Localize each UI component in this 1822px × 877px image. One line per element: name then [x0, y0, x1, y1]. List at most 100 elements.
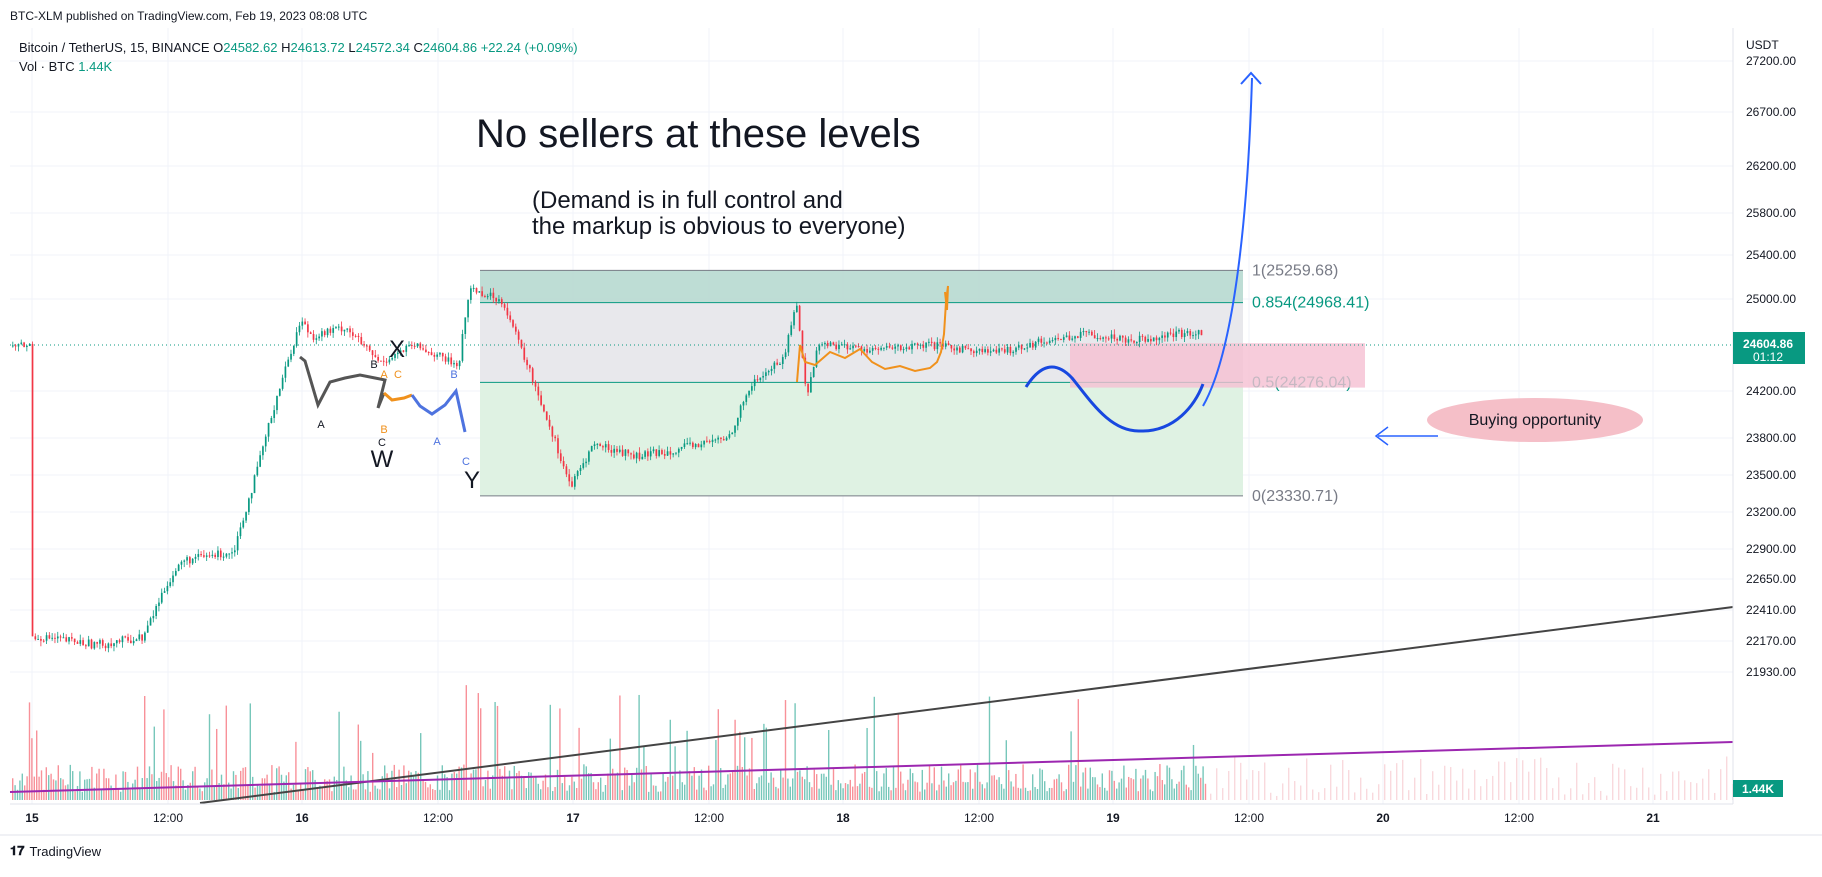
volume-bar: [621, 790, 623, 800]
wave-label: A: [317, 419, 325, 431]
candle-body: [214, 554, 217, 557]
tradingview-brand[interactable]: 𝟏𝟕 TradingView: [10, 843, 101, 859]
candle-body: [1200, 330, 1203, 336]
volume-bar: [760, 775, 763, 800]
candle-body: [1060, 339, 1062, 341]
volume-bar: [360, 740, 362, 800]
candle-body: [1186, 331, 1189, 334]
candle-body: [888, 346, 891, 348]
candle-body: [534, 381, 537, 387]
volume-bar: [602, 791, 604, 800]
candle-body: [1119, 335, 1121, 341]
candle-body: [1110, 334, 1113, 339]
y-tick-label: 22170.00: [1746, 634, 1796, 648]
volume-bar: [955, 780, 957, 800]
volume-bar-future: [1288, 767, 1290, 800]
candle-body: [520, 339, 523, 348]
volume-bar: [604, 785, 607, 800]
volume-bar: [237, 788, 239, 800]
volume-bar: [753, 788, 755, 800]
candle-body: [835, 344, 838, 350]
candle-body: [897, 345, 899, 347]
volume-badge: [1733, 780, 1783, 797]
volume-bar: [472, 769, 475, 800]
candle-body: [652, 449, 655, 452]
candle-body: [219, 550, 222, 558]
y-tick-label: 24200.00: [1746, 384, 1796, 398]
candle-body: [203, 555, 205, 557]
candle-body: [54, 637, 56, 639]
volume-bar: [931, 783, 933, 800]
volume-bar: [782, 777, 784, 800]
candle-body: [475, 287, 478, 293]
volume-bar-future: [1594, 777, 1596, 800]
candle-body: [62, 637, 65, 639]
volume-bar: [494, 702, 496, 800]
candle-body: [1065, 335, 1068, 338]
candle-body: [714, 439, 717, 441]
volume-bar: [1137, 791, 1139, 800]
candle-body: [1040, 338, 1043, 343]
candle-body: [1166, 332, 1169, 338]
volume-bar: [434, 790, 436, 800]
candle-body: [863, 348, 866, 352]
open-label: O: [213, 40, 224, 55]
volume-bar: [103, 768, 105, 800]
candle-body: [765, 372, 767, 376]
candle-body: [947, 343, 950, 346]
volume-bar: [772, 777, 775, 800]
candle-body: [1183, 333, 1186, 338]
candle-body: [1164, 335, 1166, 338]
volume-bar: [448, 790, 451, 800]
volume-bar: [1166, 765, 1168, 800]
volume-bar-future: [1474, 769, 1476, 800]
projected-path: [1024, 365, 1205, 433]
volume-bar: [1149, 789, 1151, 800]
volume-bar: [475, 769, 477, 800]
candle-body: [1141, 335, 1144, 337]
volume-bar: [355, 789, 357, 800]
candle-body: [829, 342, 832, 347]
volume-bar: [48, 775, 50, 800]
volume-bar: [561, 783, 563, 800]
volume-bar: [468, 790, 470, 800]
candle-body: [725, 437, 728, 441]
candle-body: [1169, 332, 1172, 334]
volume-bar-future: [1540, 757, 1542, 800]
symbol-title[interactable]: Bitcoin / TetherUS, 15, BINANCE: [19, 40, 210, 55]
candle-body: [85, 645, 87, 647]
volume-bar: [732, 770, 734, 800]
volume-bar: [67, 784, 69, 800]
volume-bar: [110, 785, 112, 800]
candle-body: [197, 554, 200, 557]
volume-label[interactable]: Vol · BTC: [19, 59, 75, 74]
candle-body: [700, 444, 703, 448]
candle-body: [239, 527, 242, 537]
volume-bar: [1096, 784, 1099, 800]
wave-label: A: [433, 436, 441, 448]
y-tick-label: 22650.00: [1746, 572, 1796, 586]
candle-body: [270, 418, 273, 423]
volume-bar: [844, 783, 847, 800]
volume-bar: [388, 788, 391, 800]
candle-body: [236, 536, 239, 551]
volume-bar: [218, 783, 220, 800]
candle-body: [205, 555, 208, 557]
volume-bar: [484, 779, 487, 800]
candle-body: [287, 359, 290, 367]
candle-body: [751, 386, 753, 391]
candle-body: [798, 305, 801, 331]
volume-bar-future: [1408, 790, 1410, 800]
volume-bar: [784, 700, 787, 800]
candle-body: [425, 349, 427, 353]
candle-body: [790, 325, 793, 335]
candle-body: [1071, 338, 1074, 340]
candle-body: [571, 481, 573, 487]
candle-body: [582, 463, 585, 468]
volume-bar: [384, 765, 386, 800]
volume-bar: [1152, 791, 1154, 800]
volume-bar: [657, 791, 659, 800]
candle-body: [127, 637, 129, 641]
candle-body: [352, 332, 354, 336]
